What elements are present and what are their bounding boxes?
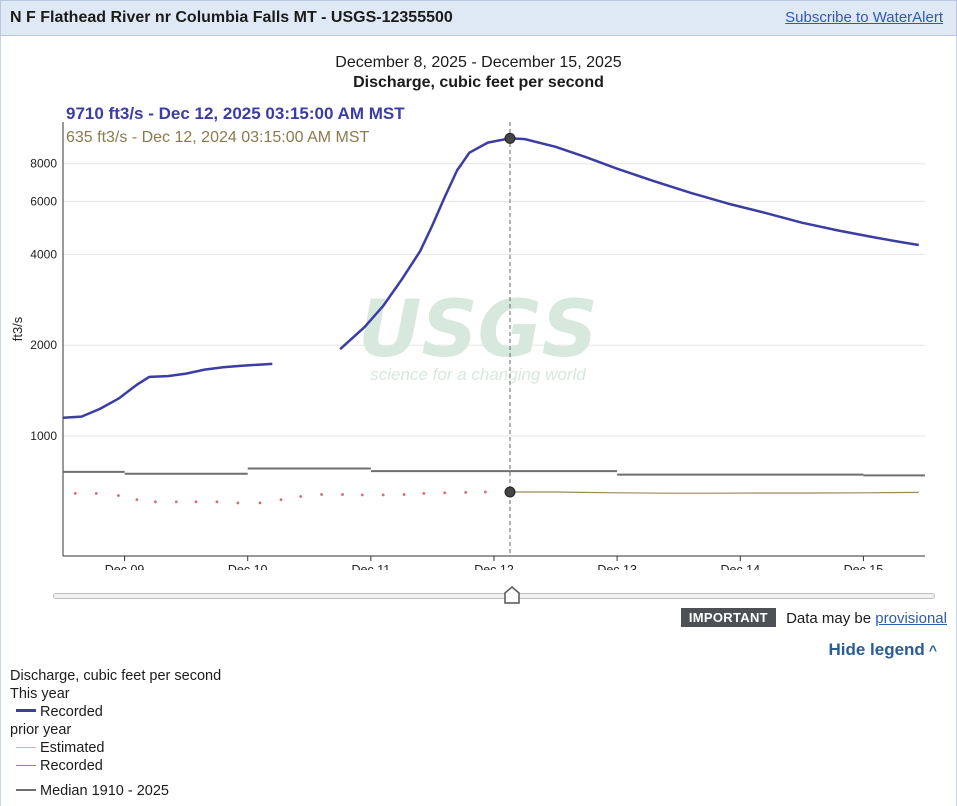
provisional-text: Data may be xyxy=(786,610,872,627)
prior-estimated-point xyxy=(443,491,447,495)
important-badge: IMPORTANT xyxy=(680,608,776,627)
subscribe-wateralert-link[interactable]: Subscribe to WaterAlert xyxy=(785,9,943,26)
prior-recorded-series-line xyxy=(510,491,919,494)
prior-estimated-point xyxy=(194,500,198,504)
prior-estimated-point xyxy=(381,493,385,497)
legend: Discharge, cubic feet per second This ye… xyxy=(10,667,221,800)
x-tick-label: Dec 10 xyxy=(228,563,268,570)
prior-estimated-point xyxy=(320,493,323,496)
prior-estimated-point xyxy=(279,498,283,502)
y-tick-label: 4000 xyxy=(30,247,57,261)
cursor-point-this-year xyxy=(504,132,516,144)
y-axis-label: ft3/s xyxy=(10,316,25,341)
prior-estimated-point xyxy=(135,498,139,502)
legend-label: Recorded xyxy=(40,758,103,774)
x-tick-label: Dec 09 xyxy=(105,563,145,570)
prior-estimated-point xyxy=(174,500,178,504)
median-swatch xyxy=(16,789,36,791)
x-tick-label: Dec 14 xyxy=(720,563,760,570)
legend-item-this-year-recorded: Recorded xyxy=(10,703,221,721)
chevron-up-icon: ^ xyxy=(928,642,937,658)
prior-estimated-point xyxy=(236,501,240,505)
chart-parameter-title: Discharge, cubic feet per second xyxy=(353,74,604,91)
legend-group-this-year: This year xyxy=(10,686,70,702)
legend-item-prior-recorded: Recorded xyxy=(10,757,221,775)
legend-title: Discharge, cubic feet per second xyxy=(10,668,222,684)
usgs-watermark-tagline: science for a changing world xyxy=(370,365,586,384)
this-year-series-line xyxy=(62,362,273,419)
x-tick-label: Dec 15 xyxy=(844,563,884,570)
hide-legend-button[interactable]: Hide legend ^ xyxy=(828,640,937,660)
y-tick-label: 6000 xyxy=(30,194,57,208)
time-range-slider[interactable] xyxy=(53,593,935,599)
y-tick-label: 2000 xyxy=(30,338,57,352)
provisional-link[interactable]: provisional xyxy=(875,610,947,627)
legend-label: Recorded xyxy=(40,704,103,720)
legend-item-median: Median 1910 - 2025 xyxy=(10,782,221,800)
prior-estimated-point xyxy=(258,501,262,505)
slider-handle[interactable] xyxy=(504,586,520,604)
tooltip-prior-value: 635 ft3/s - Dec 12, 2024 03:15:00 AM MST xyxy=(66,129,370,146)
this-year-series-line xyxy=(339,137,920,351)
x-tick-label: Dec 12 xyxy=(474,563,514,570)
prior-estimated-point xyxy=(73,492,77,495)
legend-item-prior-estimated: Estimated xyxy=(10,739,221,757)
usgs-watermark-logo: USGS xyxy=(358,285,598,375)
y-tick-label: 1000 xyxy=(30,429,57,443)
legend-group-prior-year: prior year xyxy=(10,722,72,738)
chart-date-range: December 8, 2025 - December 15, 2025 xyxy=(335,54,622,71)
prior-recorded-swatch xyxy=(16,765,36,766)
cursor-point-prior-year xyxy=(504,486,516,498)
site-title: N F Flathead River nr Columbia Falls MT … xyxy=(10,9,453,26)
tooltip-current-value: 9710 ft3/s - Dec 12, 2025 03:15:00 AM MS… xyxy=(66,104,405,123)
hide-legend-label: Hide legend xyxy=(828,640,925,659)
this-year-swatch xyxy=(16,709,36,712)
prior-estimated-point xyxy=(153,500,157,504)
prior-estimated-point xyxy=(299,495,303,498)
x-tick-label: Dec 11 xyxy=(352,563,391,570)
provisional-notice: IMPORTANT Data may be provisional xyxy=(680,608,947,627)
x-tick-label: Dec 13 xyxy=(597,563,637,570)
median-series-line xyxy=(63,467,925,477)
prior-estimated-point xyxy=(215,500,219,504)
prior-estimated-point xyxy=(402,493,406,496)
prior-estimated-point xyxy=(360,493,364,497)
prior-estimated-point xyxy=(422,492,426,495)
prior-estimated-point xyxy=(483,490,487,494)
prior-estimated-point xyxy=(464,491,468,494)
prior-estimated-point xyxy=(117,494,120,497)
prior-estimated-point xyxy=(94,492,98,495)
y-tick-label: 8000 xyxy=(30,157,57,171)
site-header: N F Flathead River nr Columbia Falls MT … xyxy=(0,0,957,36)
prior-estimated-point xyxy=(341,493,344,496)
prior-estimated-swatch xyxy=(16,747,36,748)
legend-label: Estimated xyxy=(40,740,105,756)
legend-label: Median 1910 - 2025 xyxy=(40,783,169,799)
